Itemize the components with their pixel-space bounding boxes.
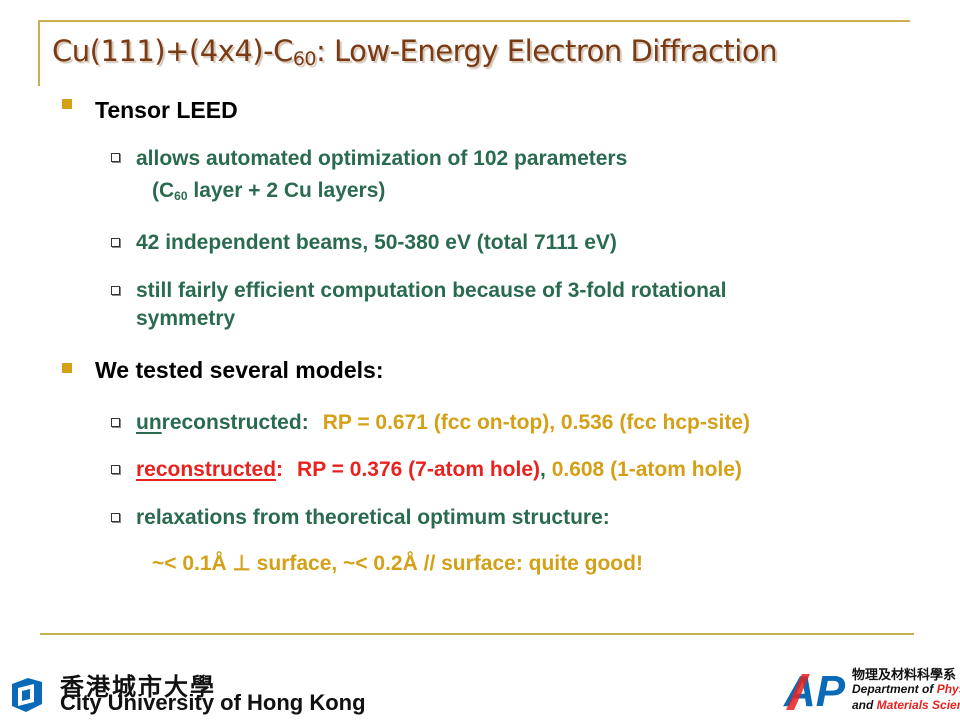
item-optimization-line2: (C60 layer + 2 Cu layers) (152, 178, 385, 204)
hollow-square-bullet-icon (111, 418, 120, 427)
department-english-line1: Department of Physics (852, 682, 960, 696)
unreconstructed-value: RP = 0.671 (fcc on-top), 0.536 (fcc hcp-… (322, 411, 751, 434)
frame-bottom-line (40, 633, 914, 635)
item-beams: 42 independent beams, 50-380 eV (total 7… (136, 231, 617, 254)
unreconstructed-label: reconstructed: (161, 411, 309, 434)
department-chinese-name: 物理及材料科學系 (852, 667, 957, 682)
title-subscript: 60 (292, 48, 317, 70)
section-heading-models: We tested several models: (95, 357, 384, 383)
dept-line1-prefix: Department of (852, 682, 937, 696)
ap-department-logo-icon: AP (783, 667, 846, 716)
slide-title: Cu(111)+(4x4)-C60: Low-Energy Electron D… (52, 26, 777, 76)
reconstructed-colon: : (276, 458, 284, 481)
square-bullet-icon (62, 363, 72, 373)
reconstructed-value-gold: 0.608 (1-atom hole) (551, 458, 742, 481)
unreconstructed-prefix: un (136, 411, 162, 434)
frame-left-line (38, 20, 40, 86)
section-heading-tensor-leed: Tensor LEED (95, 97, 238, 123)
hollow-square-bullet-icon (111, 286, 120, 295)
c60-suffix: layer + 2 Cu layers) (187, 179, 386, 202)
hollow-square-bullet-icon (111, 513, 120, 522)
department-english-line2: and Materials Science (852, 698, 960, 712)
hollow-square-bullet-icon (111, 153, 120, 162)
reconstructed-separator: , (540, 458, 546, 481)
item-relaxations-detail: ~< 0.1Å ⊥ surface, ~< 0.2Å // surface: q… (152, 552, 643, 575)
item-relaxations: relaxations from theoretical optimum str… (136, 506, 610, 529)
dept-line1-physics: Physics (936, 682, 960, 696)
cityu-chinese-name: 香港城市大學 (60, 674, 216, 701)
title-rest: : Low-Energy Electron Diffraction (316, 34, 777, 68)
dept-line2-materials: Materials Science (876, 698, 960, 712)
cityu-logo-icon (12, 678, 42, 712)
item-reconstructed: reconstructed: RP = 0.376 (7-atom hole), … (136, 457, 742, 483)
cityu-english-name: City University of Hong Kong (60, 690, 366, 715)
hollow-square-bullet-icon (111, 238, 120, 247)
title-main: Cu(111)+(4x4)-C (52, 34, 293, 68)
frame-top-line (38, 20, 910, 22)
reconstructed-label: reconstructed (136, 458, 277, 481)
square-bullet-icon (62, 99, 72, 109)
item-computation-line2: symmetry (136, 307, 236, 330)
item-unreconstructed: unreconstructed: RP = 0.671 (fcc on-top),… (136, 410, 750, 436)
reconstructed-value-red: RP = 0.376 (7-atom hole) (297, 458, 540, 481)
hollow-square-bullet-icon (111, 465, 120, 474)
c60-subscript: 60 (174, 189, 188, 203)
dept-line2-prefix: and (852, 698, 877, 712)
item-computation-line1: still fairly efficient computation becau… (136, 279, 727, 302)
item-optimization-line1: allows automated optimization of 102 par… (136, 147, 628, 170)
c60-prefix: (C (152, 179, 175, 202)
